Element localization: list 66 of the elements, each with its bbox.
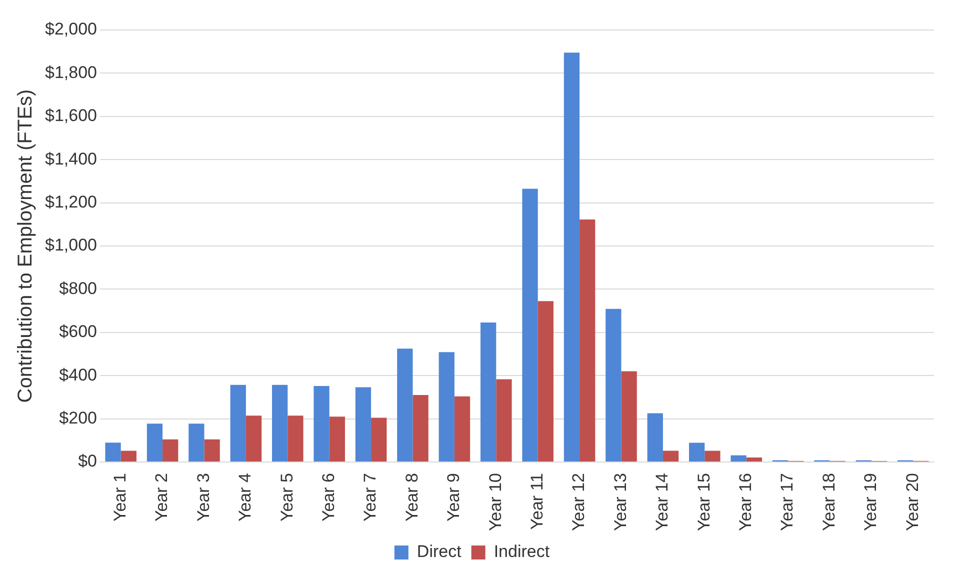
bar bbox=[146, 424, 163, 462]
bar bbox=[355, 387, 372, 462]
bar bbox=[162, 439, 178, 462]
bar bbox=[105, 442, 121, 462]
bar bbox=[246, 416, 262, 462]
x-tick-label: Year 15 bbox=[694, 473, 714, 532]
bar bbox=[412, 395, 428, 462]
bar bbox=[580, 219, 596, 462]
x-tick-label: Year 10 bbox=[486, 473, 505, 532]
x-tick-label: Year 11 bbox=[528, 473, 547, 530]
bar bbox=[329, 416, 345, 462]
y-tick-label: $400 bbox=[59, 365, 97, 384]
bar bbox=[371, 418, 387, 462]
x-tick-label: Year 18 bbox=[819, 473, 838, 532]
x-tick-label: Year 2 bbox=[152, 473, 172, 522]
bar bbox=[204, 439, 220, 462]
bar bbox=[188, 424, 204, 462]
bar bbox=[496, 379, 512, 462]
x-tick-label: Year 17 bbox=[778, 473, 797, 532]
x-tick-label: Year 14 bbox=[652, 473, 672, 532]
legend-label: Direct bbox=[416, 542, 462, 562]
x-tick-label: Year 5 bbox=[277, 473, 296, 522]
bar bbox=[397, 348, 413, 462]
y-tick-label: $200 bbox=[59, 408, 97, 428]
y-tick-label: $0 bbox=[78, 452, 97, 471]
bar bbox=[288, 416, 304, 462]
x-tick-label: Year 7 bbox=[360, 473, 380, 522]
bar bbox=[606, 308, 622, 462]
y-tick-label: $1,600 bbox=[44, 106, 97, 126]
bar bbox=[522, 188, 538, 462]
bar bbox=[704, 450, 720, 462]
x-tick-label: Year 6 bbox=[319, 473, 338, 522]
x-tick-label: Year 1 bbox=[110, 473, 130, 522]
bar bbox=[314, 386, 330, 462]
bar bbox=[621, 371, 637, 462]
y-tick-label: $2,000 bbox=[44, 20, 97, 39]
bar bbox=[689, 442, 705, 462]
bar bbox=[272, 384, 288, 462]
bar bbox=[230, 384, 246, 462]
x-tick-label: Year 19 bbox=[861, 473, 880, 532]
y-axis-title: Contribution to Employment (FTEs) bbox=[14, 89, 37, 403]
x-tick-label: Year 16 bbox=[736, 473, 756, 532]
x-tick-label: Year 8 bbox=[402, 473, 422, 522]
bar bbox=[454, 396, 470, 462]
x-tick-label: Year 3 bbox=[194, 473, 213, 522]
x-tick-label: Year 9 bbox=[444, 473, 464, 522]
y-tick-label: $1,400 bbox=[44, 149, 97, 168]
y-tick-label: $800 bbox=[59, 278, 97, 298]
bar bbox=[746, 457, 762, 462]
x-tick-label: Year 20 bbox=[902, 473, 922, 532]
x-tick-label: Year 4 bbox=[236, 473, 255, 522]
bar bbox=[662, 450, 679, 462]
bar bbox=[480, 322, 496, 462]
y-tick-label: $600 bbox=[59, 322, 97, 342]
x-tick-label: Year 12 bbox=[569, 473, 588, 532]
y-tick-label: $1,200 bbox=[44, 192, 97, 212]
y-tick-label: $1,000 bbox=[44, 236, 97, 255]
bar bbox=[438, 352, 454, 462]
bar bbox=[564, 52, 580, 462]
bar bbox=[730, 455, 746, 462]
legend-label: Indirect bbox=[494, 542, 550, 562]
bar bbox=[538, 301, 554, 462]
y-tick-label: $1,800 bbox=[44, 62, 97, 82]
bar bbox=[647, 413, 663, 462]
x-tick-label: Year 13 bbox=[610, 473, 630, 532]
bar bbox=[120, 450, 136, 462]
